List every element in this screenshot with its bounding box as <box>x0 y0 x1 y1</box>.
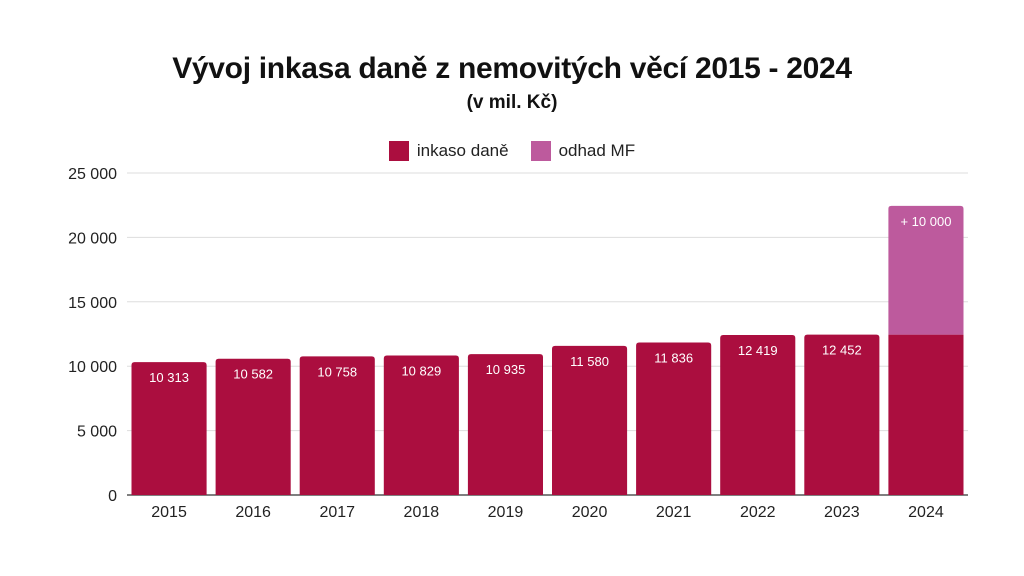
legend-label-inkaso: inkaso daně <box>416 141 509 160</box>
data-label: 10 313 <box>149 370 189 385</box>
y-tick-label: 10 000 <box>68 359 117 376</box>
y-tick-label: 20 000 <box>68 230 117 247</box>
legend-swatch-odhad <box>530 141 551 161</box>
bar-inkaso <box>131 362 207 495</box>
data-label: 10 935 <box>486 362 526 377</box>
data-label: 11 836 <box>654 351 693 366</box>
chart-title: Vývoj inkasa daně z nemovitých věcí 2015… <box>172 52 852 85</box>
y-tick-label: 25 000 <box>68 166 117 183</box>
x-tick-label: 2019 <box>488 504 524 521</box>
data-label: 12 419 <box>738 343 778 358</box>
chart-subtitle: (v mil. Kč) <box>466 92 558 113</box>
bar-inkaso <box>299 356 375 495</box>
x-tick-label: 2022 <box>740 504 776 521</box>
bar-inkaso <box>720 335 796 495</box>
data-label: 10 582 <box>233 367 273 382</box>
data-label: 10 758 <box>317 364 357 379</box>
y-tick-label: 0 <box>108 488 117 505</box>
legend-swatch-inkaso <box>388 141 409 161</box>
x-tick-label: 2021 <box>656 504 692 521</box>
bar-inkaso <box>383 355 459 495</box>
bar-inkaso <box>804 334 880 495</box>
x-tick-label: 2016 <box>235 504 271 521</box>
bar-inkaso <box>467 354 543 495</box>
y-tick-label: 5 000 <box>77 424 117 441</box>
x-tick-label: 2023 <box>824 504 860 521</box>
bar-odhad <box>888 205 964 335</box>
bar-inkaso <box>552 345 628 495</box>
data-label: 12 452 <box>822 343 862 358</box>
data-label: 11 580 <box>570 354 609 369</box>
bar-inkaso <box>888 334 964 495</box>
x-tick-label: 2015 <box>151 504 187 521</box>
x-tick-label: 2018 <box>404 504 440 521</box>
legend: inkaso daně odhad MF <box>0 141 1024 161</box>
x-tick-label: 2017 <box>319 504 355 521</box>
bar-inkaso <box>215 358 291 495</box>
data-label: + 10 000 <box>900 214 951 229</box>
y-tick-label: 15 000 <box>68 295 117 312</box>
x-tick-label: 2020 <box>572 504 608 521</box>
bar-inkaso <box>636 342 712 495</box>
legend-item-inkaso: inkaso daně <box>388 141 509 161</box>
legend-label-odhad: odhad MF <box>558 141 636 160</box>
legend-item-odhad: odhad MF <box>530 141 636 161</box>
data-label: 10 829 <box>401 364 441 379</box>
x-tick-label: 2024 <box>908 504 944 521</box>
